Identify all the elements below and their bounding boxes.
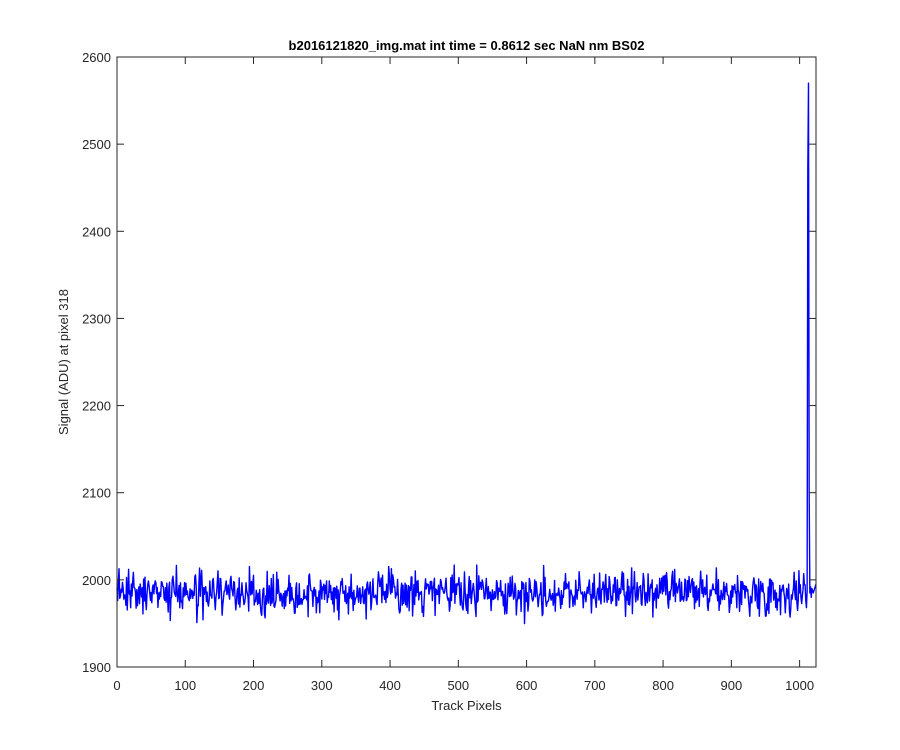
y-tick-label: 2600 <box>82 50 111 65</box>
plot-frame <box>116 56 817 668</box>
x-tick-label: 300 <box>311 678 333 693</box>
y-axis: 1900 2000 2100 2200 2300 2400 2500 2600 <box>82 50 816 675</box>
x-tick-label: 500 <box>447 678 469 693</box>
x-tick-label: 800 <box>652 678 674 693</box>
x-tick-label: 200 <box>243 678 265 693</box>
x-tick-label: 400 <box>379 678 401 693</box>
y-tick-label: 2200 <box>82 399 111 414</box>
y-axis-label: Signal (ADU) at pixel 318 <box>56 289 71 435</box>
series-layer <box>116 82 817 625</box>
x-tick-label: 900 <box>721 678 743 693</box>
x-axis-label: Track Pixels <box>431 698 502 713</box>
plot-background <box>117 57 816 667</box>
x-tick-label: 700 <box>584 678 606 693</box>
y-tick-label: 2400 <box>82 224 111 239</box>
y-tick-label: 1900 <box>82 660 111 675</box>
y-tick-label: 2500 <box>82 137 111 152</box>
y-tick-label: 2000 <box>82 573 111 588</box>
x-axis: 0 100 200 300 400 500 600 700 800 900 1000 <box>113 57 814 693</box>
x-tick-label: 600 <box>516 678 538 693</box>
chart-title: b2016121820_img.mat int time = 0.8612 se… <box>289 38 645 53</box>
series-line-0 <box>116 82 817 625</box>
x-tick-label: 0 <box>113 678 120 693</box>
y-tick-label: 2100 <box>82 486 111 501</box>
x-tick-label: 1000 <box>785 678 814 693</box>
x-tick-label: 100 <box>174 678 196 693</box>
y-tick-label: 2300 <box>82 311 111 326</box>
